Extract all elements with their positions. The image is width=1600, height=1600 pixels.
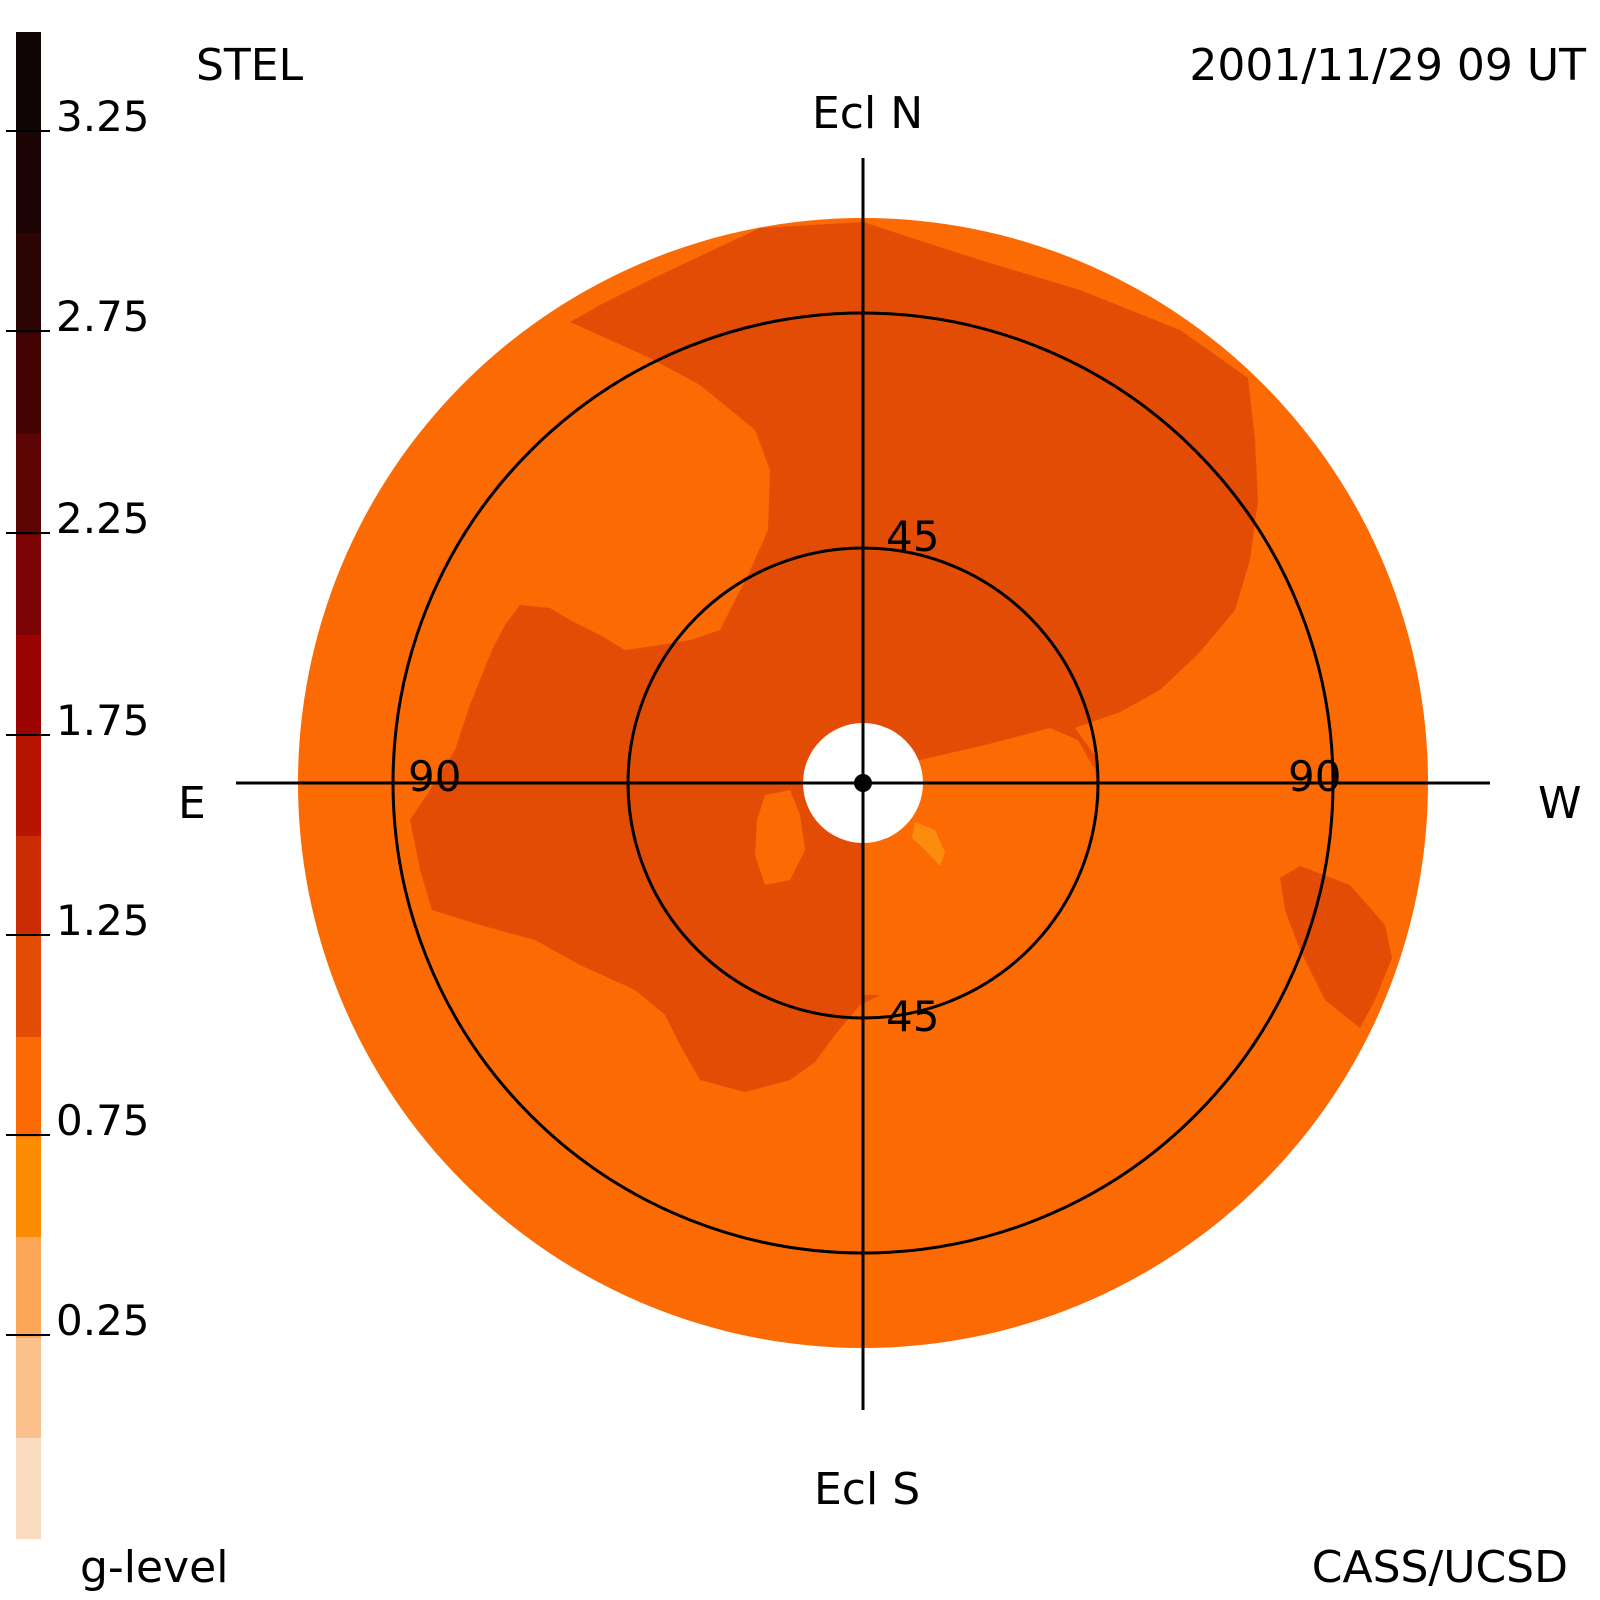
ecliptic-south-label: Ecl S	[814, 1464, 921, 1515]
colorbar-swatch	[16, 1036, 41, 1137]
colorbar-tick	[6, 734, 50, 736]
colorbar-swatch	[16, 534, 41, 635]
colorbar-tick	[6, 934, 50, 936]
low-region-center-east	[755, 790, 805, 885]
instrument-label: STEL	[196, 40, 304, 91]
timestamp-label: 2001/11/29 09 UT	[1189, 40, 1586, 91]
colorbar-tick-label: 0.25	[56, 1296, 150, 1345]
colorbar-tick	[6, 532, 50, 534]
colorbar-swatch	[16, 935, 41, 1037]
colorbar-swatch	[16, 634, 41, 736]
colorbar-swatch	[16, 232, 41, 334]
colorbar-swatch	[16, 1236, 41, 1338]
colorbar-tick	[6, 1334, 50, 1336]
colorbar-swatch	[16, 1337, 41, 1439]
east-label: E	[178, 778, 206, 829]
bright-spot	[912, 822, 945, 866]
outer-ring-right-label: 90	[1288, 752, 1342, 801]
colorbar-swatch	[16, 1437, 41, 1539]
colorbar-tick-label: 1.75	[56, 696, 150, 745]
credit-label: CASS/UCSD	[1311, 1542, 1568, 1593]
colorbar-swatch	[16, 333, 41, 435]
west-label: W	[1538, 778, 1582, 829]
sun-center-dot	[854, 774, 872, 792]
colorbar-tick-label: 1.25	[56, 896, 150, 945]
colorbar-tick-label: 2.75	[56, 292, 150, 341]
colorbar-swatch	[16, 734, 41, 836]
inner-ring-bottom-label: 45	[886, 992, 940, 1041]
colorbar-swatch	[16, 132, 41, 234]
sky-map-grid	[236, 158, 1490, 1410]
colorbar-tick	[6, 1134, 50, 1136]
colorbar-tick-label: 3.25	[56, 92, 150, 141]
outer-ring-left-label: 90	[408, 752, 462, 801]
colorbar-swatch	[16, 1136, 41, 1238]
inner-ring-top-label: 45	[886, 512, 940, 561]
colorbar-swatch	[16, 32, 41, 133]
colorbar-swatch	[16, 433, 41, 535]
colorbar-swatch	[16, 835, 41, 937]
colorbar-title: g-level	[80, 1542, 229, 1593]
g-level-colorbar	[16, 32, 41, 1539]
ecliptic-north-label: Ecl N	[812, 88, 924, 139]
colorbar-tick	[6, 330, 50, 332]
enhanced-region-southwest	[1280, 866, 1392, 1028]
colorbar-tick-label: 2.25	[56, 494, 150, 543]
colorbar-tick-label: 0.75	[56, 1096, 150, 1145]
colorbar-tick	[6, 130, 50, 132]
